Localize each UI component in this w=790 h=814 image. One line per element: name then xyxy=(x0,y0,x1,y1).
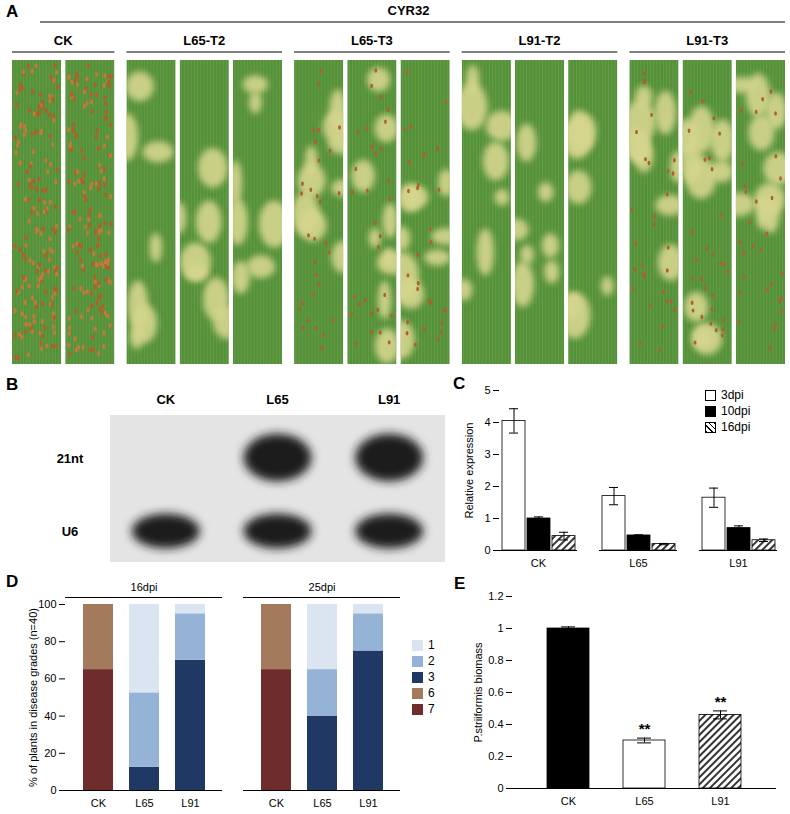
svg-text:20: 20 xyxy=(44,747,56,759)
svg-text:0.6: 0.6 xyxy=(488,686,503,698)
svg-text:CK: CK xyxy=(269,797,285,809)
svg-text:4: 4 xyxy=(484,416,490,428)
svg-text:CK: CK xyxy=(91,797,107,809)
svg-text:L91: L91 xyxy=(181,797,199,809)
svg-text:Relative expression: Relative expression xyxy=(463,423,475,519)
svg-text:U6: U6 xyxy=(62,524,79,539)
svg-text:21nt: 21nt xyxy=(57,451,84,466)
svg-text:A: A xyxy=(6,2,18,21)
svg-text:CK: CK xyxy=(531,557,547,569)
html-text:10dpi: 10dpi xyxy=(721,404,751,418)
svg-text:16dpi: 16dpi xyxy=(131,581,158,593)
svg-text:0.2: 0.2 xyxy=(488,750,503,762)
svg-text:**: ** xyxy=(715,693,727,710)
svg-text:40: 40 xyxy=(44,710,56,722)
svg-text:0: 0 xyxy=(484,544,490,556)
html-text:C: C xyxy=(453,374,466,393)
svg-text:100: 100 xyxy=(38,598,56,610)
html-text:2: 2 xyxy=(428,654,435,668)
svg-text:1: 1 xyxy=(484,512,490,524)
svg-text:1: 1 xyxy=(497,622,503,634)
svg-text:L65: L65 xyxy=(266,392,288,407)
svg-text:3: 3 xyxy=(484,448,490,460)
svg-text:L65: L65 xyxy=(629,557,647,569)
svg-text:B: B xyxy=(6,375,18,394)
svg-text:60: 60 xyxy=(44,672,56,684)
svg-text:5: 5 xyxy=(484,384,490,396)
html-text:1: 1 xyxy=(428,638,435,652)
svg-text:L91: L91 xyxy=(729,557,747,569)
svg-text:0: 0 xyxy=(497,782,503,794)
svg-text:CYR32: CYR32 xyxy=(388,3,430,18)
html-text:6: 6 xyxy=(428,686,435,700)
svg-text:0.8: 0.8 xyxy=(488,654,503,666)
svg-text:CK: CK xyxy=(561,795,577,807)
svg-text:25dpi: 25dpi xyxy=(309,581,336,593)
html-text:D: D xyxy=(6,572,19,591)
svg-text:**: ** xyxy=(639,720,651,737)
svg-text:L91: L91 xyxy=(378,392,400,407)
html-text:E: E xyxy=(454,574,466,593)
html-text:16dpi: 16dpi xyxy=(721,420,751,434)
svg-text:L91-T3: L91-T3 xyxy=(686,33,728,48)
svg-text:L65: L65 xyxy=(135,797,153,809)
svg-text:L91-T2: L91-T2 xyxy=(519,33,561,48)
svg-text:CK: CK xyxy=(156,392,175,407)
html-text:3dpi: 3dpi xyxy=(721,388,744,402)
svg-text:L91: L91 xyxy=(359,797,377,809)
svg-text:L65-T2: L65-T2 xyxy=(183,33,225,48)
svg-text:80: 80 xyxy=(44,635,56,647)
svg-text:2: 2 xyxy=(484,480,490,492)
html-text:7: 7 xyxy=(428,702,435,716)
svg-text:0.4: 0.4 xyxy=(488,718,503,730)
svg-text:L65: L65 xyxy=(635,795,653,807)
html-text:3: 3 xyxy=(428,670,435,684)
svg-text:L65-T3: L65-T3 xyxy=(351,33,393,48)
svg-text:L65: L65 xyxy=(313,797,331,809)
svg-text:% of plants in disease grades: % of plants in disease grades (n=40) xyxy=(27,608,39,787)
svg-text:CK: CK xyxy=(54,33,73,48)
svg-text:0: 0 xyxy=(50,784,56,796)
svg-text:L91: L91 xyxy=(711,795,729,807)
svg-text:1.2: 1.2 xyxy=(488,590,503,602)
svg-text:P.striiformis biomass: P.striiformis biomass xyxy=(472,642,484,743)
